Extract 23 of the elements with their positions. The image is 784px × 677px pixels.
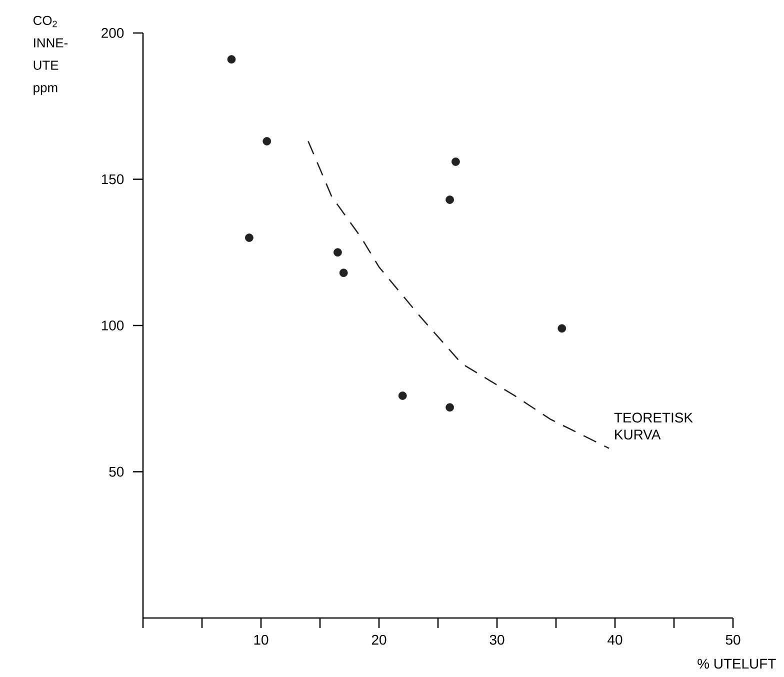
point xyxy=(334,248,342,257)
x-tick-label: 40 xyxy=(608,634,622,645)
x-tick-label: 20 xyxy=(372,634,386,645)
y-tick-label: 200 xyxy=(102,28,124,38)
point xyxy=(452,157,460,166)
x-tick-label: 30 xyxy=(490,634,504,645)
point xyxy=(446,196,454,204)
point xyxy=(245,234,254,242)
text: CO$_{2}$ INNE-UTE ppm xyxy=(34,16,68,95)
y-tick-label: 150 xyxy=(102,174,124,184)
x-tick-label: 50 xyxy=(726,634,740,645)
y-tick-label: 50 xyxy=(109,466,124,477)
line-series xyxy=(308,140,610,449)
point xyxy=(339,268,348,278)
x-axis-title: % UTELUFT xyxy=(698,658,776,669)
annotation: TEORETISK KURVA xyxy=(614,412,693,440)
point xyxy=(558,324,566,333)
y-tick-label: 100 xyxy=(102,320,124,330)
point xyxy=(262,137,272,146)
point xyxy=(446,403,454,412)
x-tick-label: 10 xyxy=(254,634,268,645)
point xyxy=(227,55,236,64)
point xyxy=(398,392,407,400)
